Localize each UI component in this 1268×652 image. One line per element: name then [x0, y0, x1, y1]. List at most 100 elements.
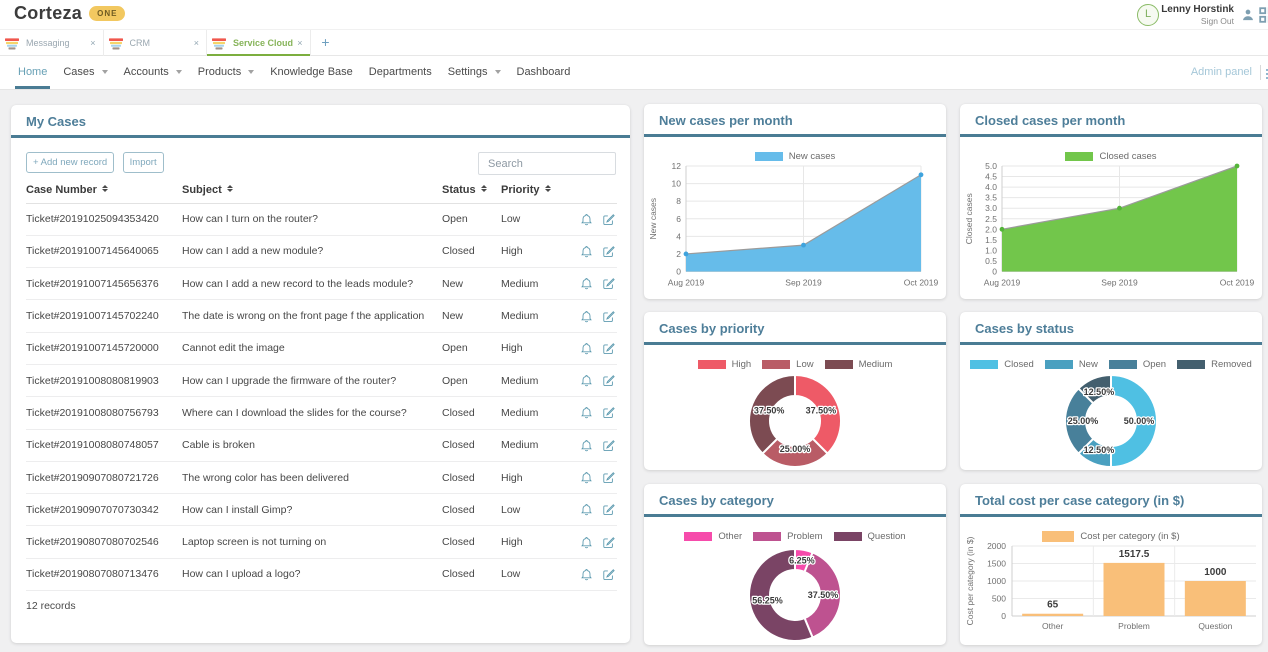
table-row[interactable]: Ticket#20190807080713476 How can I uploa… [26, 559, 617, 592]
user-name[interactable]: Lenny Horstink [1161, 4, 1234, 15]
svg-text:Cost per category (in $): Cost per category (in $) [965, 536, 975, 625]
new-tab-button[interactable]: + [321, 34, 330, 50]
column-header-status[interactable]: Status [442, 184, 501, 196]
column-header-priority[interactable]: Priority [501, 184, 580, 196]
nav-item-cases[interactable]: Cases [63, 56, 108, 89]
reminder-bell-icon[interactable] [580, 503, 593, 516]
reminder-bell-icon[interactable] [580, 310, 593, 323]
legend-label: Open [1142, 359, 1167, 370]
legend-item[interactable]: Medium [824, 359, 892, 370]
legend-swatch [970, 360, 999, 369]
app-tab-crm[interactable]: CRM × [104, 30, 207, 56]
edit-record-icon[interactable] [602, 406, 615, 419]
edit-record-icon[interactable] [602, 471, 615, 484]
edit-record-icon[interactable] [602, 277, 615, 290]
reminder-bell-icon[interactable] [580, 342, 593, 355]
legend-swatch [762, 360, 791, 369]
table-row[interactable]: Ticket#20190807080702546 Laptop screen i… [26, 526, 617, 559]
edit-record-icon[interactable] [602, 536, 615, 549]
tab-close-icon[interactable]: × [193, 38, 199, 48]
nav-item-products[interactable]: Products [198, 56, 255, 89]
reminder-bell-icon[interactable] [580, 213, 593, 226]
edit-record-icon[interactable] [602, 342, 615, 355]
app-logo: Corteza ONE [14, 3, 126, 24]
app-tab-messaging[interactable]: Messaging × [0, 30, 104, 56]
chevron-down-icon [248, 70, 255, 74]
chart-card-header: Cases by priority [644, 312, 946, 345]
table-row[interactable]: Ticket#20191007145702240 The date is wro… [26, 300, 617, 333]
table-row[interactable]: Ticket#20191008080756793 Where can I dow… [26, 397, 617, 430]
tab-label: Service Cloud [233, 38, 294, 48]
svg-text:Oct 2019: Oct 2019 [904, 278, 939, 288]
edit-record-icon[interactable] [602, 503, 615, 516]
table-row[interactable]: Ticket#20191007145656376 How can I add a… [26, 268, 617, 301]
tab-close-icon[interactable]: × [90, 38, 96, 48]
legend-item[interactable]: Closed cases [1065, 151, 1157, 162]
legend-item[interactable]: Problem [753, 531, 823, 542]
app-tab-service-cloud[interactable]: Service Cloud × [207, 30, 311, 57]
sort-icon[interactable] [544, 184, 551, 193]
edit-record-icon[interactable] [602, 245, 615, 258]
column-header-subject[interactable]: Subject [182, 184, 442, 196]
svg-text:Sep 2019: Sep 2019 [785, 278, 822, 288]
nav-item-settings[interactable]: Settings [448, 56, 501, 89]
sign-out-link[interactable]: Sign Out [1200, 16, 1234, 26]
add-new-record-button[interactable]: + Add new record [26, 152, 115, 173]
reminder-bell-icon[interactable] [580, 374, 593, 387]
edit-record-icon[interactable] [602, 310, 615, 323]
sort-icon[interactable] [226, 184, 233, 193]
edit-record-icon[interactable] [602, 568, 615, 581]
table-row[interactable]: Ticket#20191008080819903 How can I upgra… [26, 365, 617, 398]
sort-icon[interactable] [101, 184, 108, 193]
legend-item[interactable]: Removed [1177, 359, 1252, 370]
table-row[interactable]: Ticket#20190907070730342 How can I insta… [26, 494, 617, 527]
edit-record-icon[interactable] [602, 374, 615, 387]
cell-priority: Medium [501, 406, 539, 419]
svg-text:3.5: 3.5 [985, 193, 997, 203]
nav-item-knowledge-base[interactable]: Knowledge Base [270, 56, 353, 89]
legend-item[interactable]: Question [833, 531, 906, 542]
my-cases-header: My Cases [11, 105, 630, 138]
reminder-bell-icon[interactable] [580, 406, 593, 419]
reminder-bell-icon[interactable] [580, 536, 593, 549]
search-input[interactable] [478, 152, 616, 175]
reminder-bell-icon[interactable] [580, 439, 593, 452]
legend-item[interactable]: High [697, 359, 751, 370]
legend-item[interactable]: Cost per category (in $) [1042, 531, 1180, 542]
chart-legend: New cases [644, 151, 946, 162]
legend-item[interactable]: Closed [970, 359, 1034, 370]
apps-grid-icon[interactable] [1259, 7, 1268, 23]
nav-item-dashboard[interactable]: Dashboard [517, 56, 571, 89]
table-row[interactable]: Ticket#20191025094353420 How can I turn … [26, 204, 617, 236]
avatar[interactable]: L [1137, 4, 1159, 26]
cell-case-number: Ticket#20191008080748057 [26, 439, 159, 452]
legend-item[interactable]: Open [1108, 359, 1167, 370]
edit-record-icon[interactable] [602, 439, 615, 452]
chart-card-cases-by-priority: Cases by priority High Low Medium 37.50% 25.… [644, 312, 946, 470]
sort-icon[interactable] [480, 184, 487, 193]
nav-item-accounts[interactable]: Accounts [124, 56, 182, 89]
cell-status: New [442, 310, 464, 323]
admin-panel-link[interactable]: Admin panel [1190, 66, 1252, 78]
import-button[interactable]: Import [122, 152, 164, 173]
nav-item-departments[interactable]: Departments [369, 56, 432, 89]
column-header-case-number[interactable]: Case Number [26, 184, 182, 196]
reminder-bell-icon[interactable] [580, 277, 593, 290]
table-row[interactable]: Ticket#20191007145640065 How can I add a… [26, 236, 617, 269]
table-row[interactable]: Ticket#20191007145720000 Cannot edit the… [26, 333, 617, 365]
edit-record-icon[interactable] [602, 213, 615, 226]
reminder-bell-icon[interactable] [580, 568, 593, 581]
legend-item[interactable]: Low [762, 359, 814, 370]
user-menu: Lenny Horstink Sign Out [1161, 4, 1234, 26]
reminder-bell-icon[interactable] [580, 245, 593, 258]
reminder-bell-icon[interactable] [580, 471, 593, 484]
table-row[interactable]: Ticket#20191008080748057 Cable is broken… [26, 430, 617, 462]
table-row[interactable]: Ticket#20190907080721726 The wrong color… [26, 462, 617, 495]
user-icon[interactable] [1241, 8, 1255, 22]
legend-item[interactable]: New [1044, 359, 1098, 370]
cell-status: New [442, 277, 464, 290]
legend-item[interactable]: Other [684, 531, 742, 542]
legend-item[interactable]: New cases [754, 151, 835, 162]
tab-close-icon[interactable]: × [297, 38, 303, 48]
nav-item-home[interactable]: Home [14, 56, 51, 89]
